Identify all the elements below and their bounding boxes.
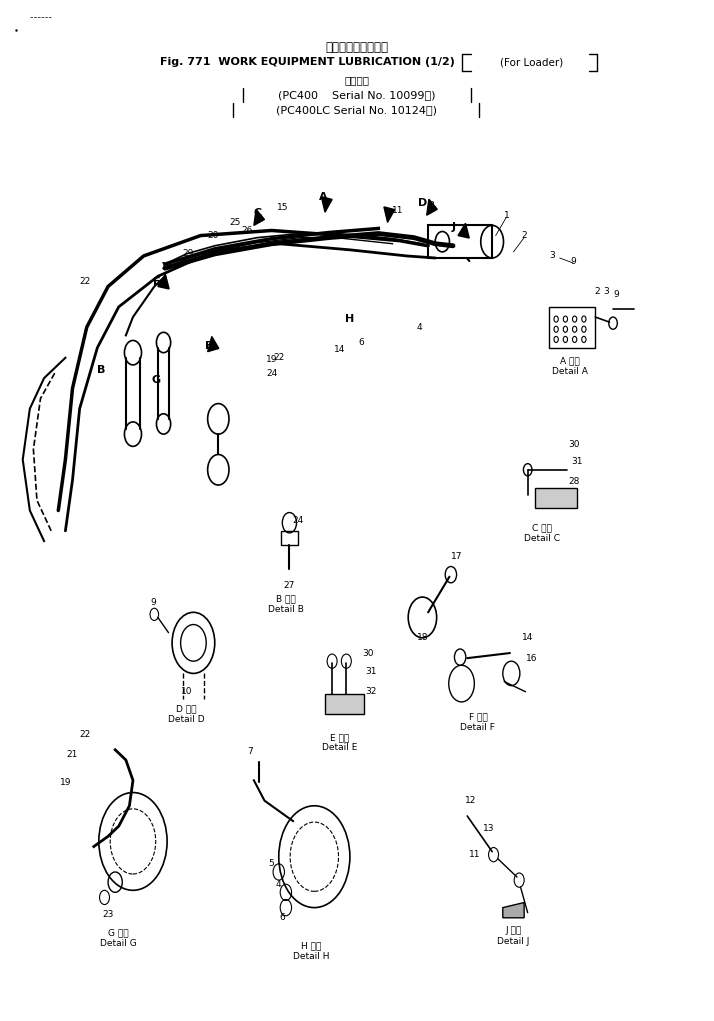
Text: 21: 21 — [67, 750, 79, 760]
Text: 7: 7 — [248, 747, 253, 757]
Polygon shape — [458, 224, 469, 238]
Text: B: B — [97, 364, 105, 375]
Text: H 詳細
Detail H: H 詳細 Detail H — [293, 941, 329, 961]
Polygon shape — [158, 275, 169, 289]
Text: 22: 22 — [80, 730, 91, 739]
Text: 作　業　機　潤　滑: 作 業 機 潤 滑 — [326, 41, 388, 54]
Text: 17: 17 — [161, 261, 172, 271]
Bar — [281, 531, 298, 545]
Text: 4: 4 — [276, 880, 281, 888]
Text: 31: 31 — [572, 457, 583, 467]
Text: 13: 13 — [483, 824, 494, 833]
Polygon shape — [254, 209, 264, 226]
Text: 22: 22 — [80, 277, 91, 286]
Text: 18: 18 — [417, 633, 428, 642]
Text: E 詳細
Detail E: E 詳細 Detail E — [321, 733, 357, 752]
Bar — [549, 307, 595, 347]
Text: 32: 32 — [366, 687, 377, 696]
Text: 9: 9 — [570, 256, 576, 265]
Text: A: A — [319, 192, 328, 202]
Text: 19: 19 — [266, 355, 278, 364]
Text: J 詳細
Detail J: J 詳細 Detail J — [497, 926, 530, 945]
Text: 9: 9 — [614, 290, 620, 299]
Text: 5: 5 — [268, 860, 274, 868]
Text: 16: 16 — [526, 653, 537, 663]
Polygon shape — [208, 337, 218, 351]
Text: A 詳細
Detail A: A 詳細 Detail A — [553, 356, 588, 376]
Text: 1: 1 — [503, 210, 509, 220]
Text: 4: 4 — [417, 323, 423, 332]
Text: 25: 25 — [229, 217, 241, 227]
Text: J: J — [452, 223, 456, 233]
Text: 10: 10 — [181, 687, 192, 696]
Text: 28: 28 — [568, 478, 580, 486]
Text: 6: 6 — [279, 914, 285, 922]
Text: 3: 3 — [603, 287, 609, 296]
Text: (PC400    Serial No. 10099～): (PC400 Serial No. 10099～) — [278, 90, 436, 100]
Text: F: F — [206, 341, 213, 350]
Text: 3: 3 — [550, 251, 555, 260]
Text: 2: 2 — [521, 231, 527, 240]
Text: 11: 11 — [468, 850, 480, 859]
Text: 27: 27 — [283, 581, 295, 590]
Text: 30: 30 — [362, 648, 373, 658]
Polygon shape — [384, 207, 395, 223]
Text: 12: 12 — [465, 796, 476, 806]
Text: 26: 26 — [241, 226, 253, 235]
Text: 20: 20 — [208, 231, 219, 240]
Text: (For Loader): (For Loader) — [500, 57, 563, 67]
Bar — [535, 488, 578, 508]
Text: C 詳細
Detail C: C 詳細 Detail C — [524, 523, 560, 542]
Text: H: H — [346, 314, 355, 324]
Text: C: C — [253, 208, 261, 218]
Text: E: E — [153, 278, 160, 288]
Text: 14: 14 — [522, 633, 533, 642]
Text: 適用号機: 適用号機 — [344, 75, 370, 85]
Text: G: G — [152, 375, 161, 385]
Text: 15: 15 — [276, 202, 288, 211]
Text: B 詳細
Detail B: B 詳細 Detail B — [268, 594, 304, 614]
Bar — [325, 694, 364, 714]
Text: F 詳細
Detail F: F 詳細 Detail F — [461, 713, 496, 732]
Polygon shape — [503, 903, 524, 918]
Text: 6: 6 — [358, 338, 364, 347]
Text: 19: 19 — [60, 778, 71, 787]
Text: 29: 29 — [182, 249, 193, 258]
Text: 22: 22 — [273, 353, 284, 362]
Polygon shape — [427, 199, 437, 215]
Text: 31: 31 — [366, 667, 377, 676]
Text: 23: 23 — [102, 911, 114, 919]
Text: D: D — [418, 198, 427, 208]
Text: 11: 11 — [392, 205, 403, 214]
Text: G 詳細
Detail G: G 詳細 Detail G — [101, 928, 137, 947]
Text: 9: 9 — [150, 597, 156, 606]
Text: (PC400LC Serial No. 10124～): (PC400LC Serial No. 10124～) — [276, 105, 438, 115]
Text: Fig. 771  WORK EQUIPMENT LUBRICATION (1/2): Fig. 771 WORK EQUIPMENT LUBRICATION (1/2… — [160, 57, 455, 67]
Bar — [428, 226, 492, 258]
Text: 17: 17 — [451, 551, 463, 561]
Text: 8: 8 — [429, 200, 435, 209]
Text: 2: 2 — [595, 287, 600, 296]
Text: 14: 14 — [333, 345, 345, 354]
Text: 30: 30 — [568, 440, 580, 449]
Polygon shape — [321, 197, 332, 212]
Text: D 詳細
Detail D: D 詳細 Detail D — [168, 704, 205, 724]
Text: 24: 24 — [292, 517, 303, 525]
Text: 24: 24 — [266, 369, 277, 378]
